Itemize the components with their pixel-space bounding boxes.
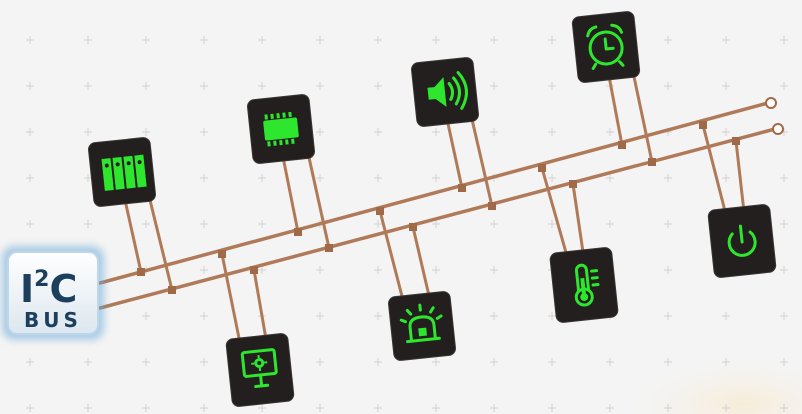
device-light xyxy=(388,291,456,361)
device-power xyxy=(707,204,777,278)
device-clock xyxy=(571,11,641,83)
warning-light-icon xyxy=(399,303,443,344)
device-connections xyxy=(123,71,746,344)
bus-terminal-sda xyxy=(765,97,777,109)
microchip-icon xyxy=(263,111,299,147)
power-icon xyxy=(727,224,757,257)
bus-line-scl xyxy=(98,127,777,310)
bus-junctions xyxy=(137,121,740,294)
bus-terminal-scl xyxy=(772,123,784,135)
device-chip xyxy=(247,94,315,164)
logo-sub-text: BUS xyxy=(24,308,82,332)
device-display xyxy=(225,333,295,407)
device-speaker xyxy=(411,57,479,127)
logo-main-text: I2C xyxy=(20,267,77,311)
storage-bank-icon xyxy=(101,154,147,191)
background-warm-patch xyxy=(480,290,802,414)
device-memory xyxy=(88,137,156,207)
alarm-clock-icon xyxy=(586,23,625,70)
i2c-bus-logo: I2C BUS xyxy=(2,246,104,340)
thermometer-icon xyxy=(574,263,600,307)
monitor-settings-icon xyxy=(240,348,278,389)
device-thermometer xyxy=(549,247,619,323)
speaker-icon xyxy=(427,71,468,110)
bus-line-sda xyxy=(98,101,770,285)
